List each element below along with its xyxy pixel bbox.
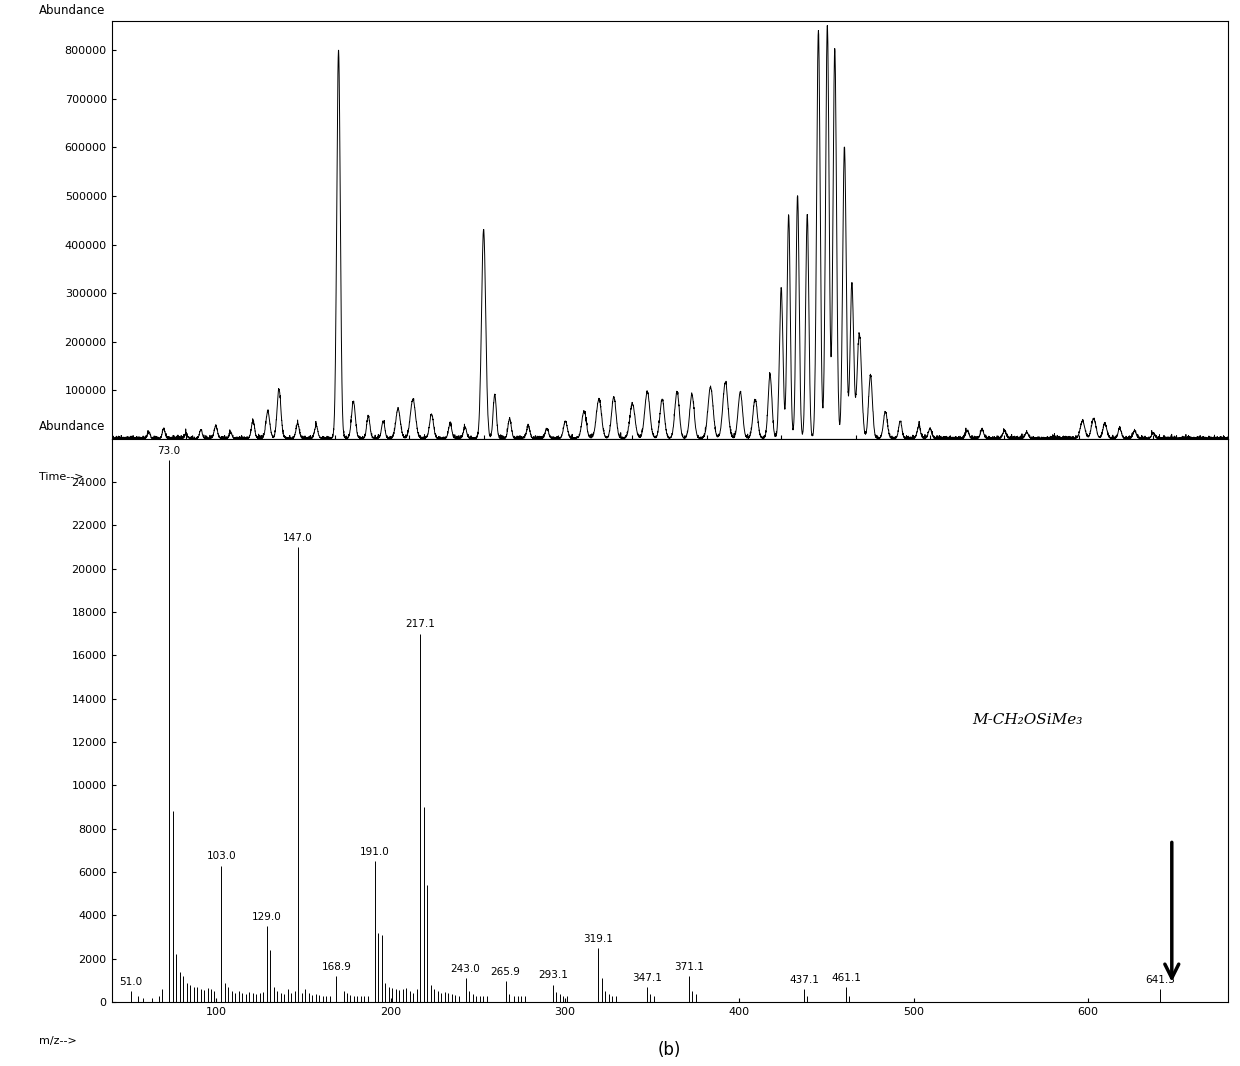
Text: 191.0: 191.0 <box>360 846 389 857</box>
Text: 103.0: 103.0 <box>207 851 237 861</box>
Text: 437.1: 437.1 <box>789 974 818 985</box>
Text: 168.9: 168.9 <box>321 962 351 972</box>
Text: (b): (b) <box>658 1041 681 1060</box>
Text: 461.1: 461.1 <box>831 972 861 983</box>
Text: 51.0: 51.0 <box>119 976 143 987</box>
Text: 347.1: 347.1 <box>632 972 662 983</box>
Text: m/z-->: m/z--> <box>38 1036 77 1046</box>
Text: Abundance: Abundance <box>38 4 105 17</box>
Text: 319.1: 319.1 <box>583 934 614 943</box>
Text: M-CH₂OSiMe₃: M-CH₂OSiMe₃ <box>972 713 1083 727</box>
Text: 293.1: 293.1 <box>538 970 568 981</box>
Text: 217.1: 217.1 <box>405 619 435 629</box>
Text: 243.0: 243.0 <box>450 964 480 974</box>
Text: 147.0: 147.0 <box>283 533 312 543</box>
Text: 641.3: 641.3 <box>1146 974 1176 985</box>
Text: 265.9: 265.9 <box>491 967 521 978</box>
Text: Time-->: Time--> <box>38 472 83 482</box>
Text: 371.1: 371.1 <box>675 962 704 972</box>
Text: 73.0: 73.0 <box>157 446 181 456</box>
Text: Abundance: Abundance <box>38 420 105 433</box>
Text: （a）: （a） <box>655 492 684 511</box>
Text: 129.0: 129.0 <box>252 911 281 922</box>
